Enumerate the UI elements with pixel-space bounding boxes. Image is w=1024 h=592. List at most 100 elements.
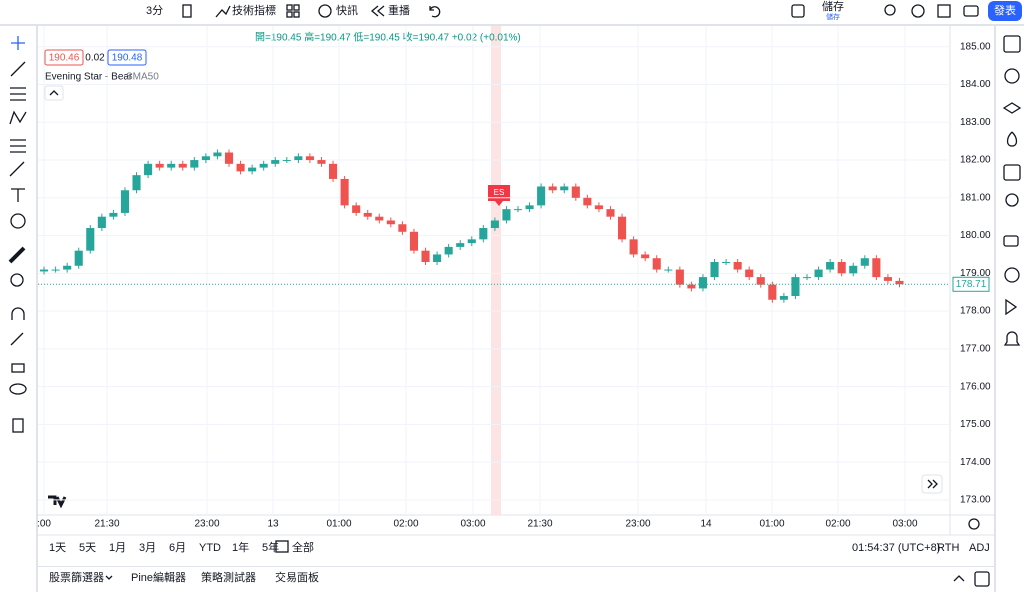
collapse-icon[interactable] (49, 90, 59, 96)
layout-icon[interactable] (293, 11, 300, 18)
layout-icon[interactable] (286, 11, 293, 18)
pattern-tool[interactable] (9, 110, 27, 125)
candle (63, 265, 72, 270)
brush-tool[interactable] (9, 161, 25, 177)
alerts[interactable]: 快訊 (336, 3, 358, 17)
collapse-button[interactable] (44, 85, 64, 101)
ideas-icon[interactable] (1005, 193, 1019, 207)
range-button[interactable]: 1年 (232, 540, 249, 554)
ruler-tool[interactable] (8, 246, 26, 264)
bottom-tab[interactable]: 股票篩選器 (49, 570, 104, 584)
price-tick-label: 175.00 (960, 419, 991, 430)
session[interactable]: RTH (937, 542, 959, 554)
scroll-right-icon[interactable] (927, 479, 938, 489)
candle (282, 160, 291, 162)
time-tick-label: 14 (700, 519, 712, 530)
zoom-tool[interactable] (10, 273, 24, 287)
line-tool[interactable] (10, 61, 26, 77)
save-sub: 儲存 (826, 12, 840, 21)
bid[interactable]: 190.46 (49, 53, 80, 64)
hide-tool[interactable] (9, 383, 27, 395)
candle (329, 163, 338, 179)
ask-box[interactable] (107, 49, 147, 66)
text-tool[interactable] (11, 188, 25, 202)
layout-icon[interactable] (293, 4, 300, 11)
fib-tool[interactable] (10, 87, 26, 101)
candle (779, 295, 788, 300)
hotlist-icon[interactable] (1006, 131, 1018, 147)
interval[interactable]: 3分 (146, 4, 163, 17)
fullscreen-icon[interactable] (937, 4, 951, 18)
pattern-marker[interactable] (488, 185, 510, 206)
chat-icon[interactable] (1003, 235, 1019, 247)
bottom-tab[interactable]: 交易面板 (275, 570, 319, 584)
price-tick-label: 182.00 (960, 155, 991, 166)
left-toolbar (0, 26, 36, 592)
study-name[interactable]: Evening Star - Bear (45, 72, 133, 83)
bid-box[interactable] (44, 49, 84, 66)
replay[interactable]: 重播 (388, 3, 410, 17)
settings-icon[interactable] (911, 4, 925, 18)
date-range-icon[interactable] (275, 540, 289, 553)
price-tick-label: 180.00 (960, 230, 991, 241)
range-button[interactable]: 5天 (79, 542, 96, 554)
range-button[interactable]: 5年 (262, 540, 279, 554)
draw-mode-tool[interactable] (10, 332, 24, 346)
search-icon[interactable] (884, 4, 896, 16)
range-button[interactable]: YTD (199, 542, 221, 554)
notification-icon[interactable] (1003, 331, 1021, 346)
stream-icon[interactable] (1005, 298, 1018, 316)
candle (802, 277, 812, 279)
right-sidebar (996, 26, 1024, 592)
prediction-tool[interactable] (10, 139, 26, 153)
range-button[interactable]: 全部 (292, 540, 314, 554)
undo-icon[interactable] (429, 6, 441, 18)
candle-icon[interactable] (182, 4, 192, 18)
indicators[interactable]: 技術指標 (232, 3, 276, 17)
ask[interactable]: 190.48 (112, 53, 143, 64)
candle (525, 205, 534, 210)
layers-icon[interactable] (1002, 102, 1022, 114)
panel-collapse[interactable] (953, 575, 965, 582)
alert-icon[interactable] (318, 4, 332, 18)
candle (305, 156, 314, 161)
trash-tool[interactable] (12, 418, 24, 433)
indicator-icon[interactable] (215, 5, 231, 18)
chart-pane (38, 26, 994, 566)
magnet-tool[interactable] (11, 307, 25, 320)
candle (548, 186, 557, 191)
highlight-band (491, 26, 501, 515)
candle (513, 209, 523, 211)
candle (375, 216, 384, 221)
publish-button[interactable] (988, 1, 1022, 21)
replay-icon[interactable] (370, 5, 385, 17)
crosshair-tool[interactable] (11, 36, 25, 50)
watchlist-icon[interactable] (1003, 35, 1021, 53)
clock[interactable]: 01:54:37 (UTC+8) (852, 542, 940, 554)
save[interactable]: 儲存 (822, 0, 844, 13)
candle (710, 262, 719, 278)
layout-toggle[interactable] (791, 4, 805, 18)
bottom-tab[interactable]: 策略測試器 (201, 570, 256, 584)
adjust[interactable]: ADJ (969, 542, 990, 554)
time-tick-label: 21:30 (94, 519, 119, 530)
range-button[interactable]: 1天 (49, 542, 66, 554)
publish[interactable]: 發表 (994, 3, 1016, 17)
time-tick-label: 02:00 (393, 519, 418, 530)
range-button[interactable]: 6月 (169, 542, 186, 554)
axis-settings[interactable] (968, 518, 980, 530)
alarm-icon[interactable] (1004, 68, 1020, 84)
candle (479, 228, 488, 240)
panel-maximize[interactable] (974, 571, 990, 587)
lock-tool[interactable] (11, 363, 25, 373)
range-button[interactable]: 1月 (109, 542, 126, 554)
tab-dropdown[interactable] (105, 575, 113, 580)
bottom-tab[interactable]: Pine編輯器 (131, 570, 186, 584)
range-button[interactable]: 3月 (139, 542, 156, 554)
calendar-icon[interactable] (1003, 164, 1021, 181)
emoji-tool[interactable] (10, 213, 26, 229)
time-tick-label: :00 (37, 519, 51, 530)
layout-icon[interactable] (286, 4, 293, 11)
tips-icon[interactable] (1004, 267, 1020, 283)
snapshot-icon[interactable] (963, 5, 979, 17)
